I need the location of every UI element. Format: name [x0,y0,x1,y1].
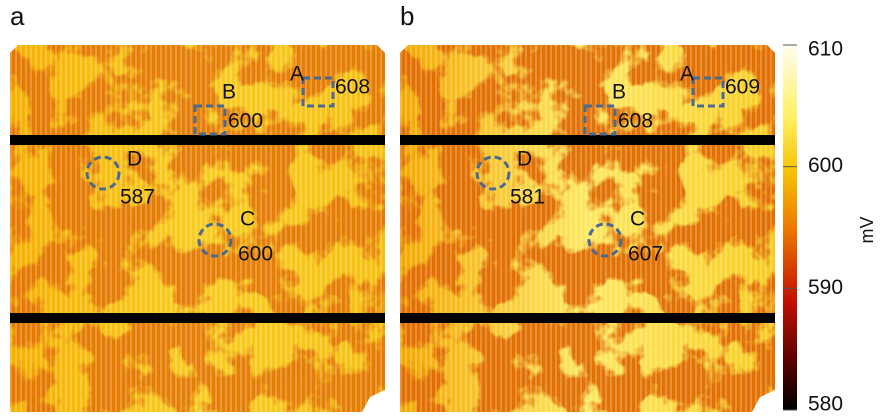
busbar [400,135,775,145]
region-name: B [612,81,626,104]
region-name: A [680,63,694,86]
region-value: 608 [618,110,653,133]
region-marker [197,222,233,258]
panel: A 609 B 608 D 581 C 607 [400,45,775,412]
tick-label: 610 [808,38,843,61]
region-name: C [630,208,645,231]
region-marker [301,76,335,108]
region-value: 600 [238,243,273,266]
region-marker [193,104,227,136]
panel-label: a [10,1,25,31]
region-value: 587 [120,186,155,209]
tick-label: 580 [808,393,843,416]
colorbar-gradient [783,45,797,410]
colorbar: 610 600 590 580 mV [783,38,877,416]
region-marker [583,104,617,136]
region-marker [85,155,121,191]
region-marker [691,76,725,108]
tick-label: 590 [808,276,843,299]
region-value: 600 [228,110,263,133]
region-name: B [222,81,236,104]
region-value: 609 [725,76,760,99]
region-name: D [517,148,532,171]
busbar [400,313,775,323]
region-value: 608 [335,76,370,99]
panels: A 608 B 600 D 587 C 600 A 609 B 608 D 581 C 607 [10,45,775,412]
tick-label: 600 [808,154,843,177]
busbar [10,135,385,145]
region-marker [587,222,623,258]
region-value: 607 [628,243,663,266]
panel-label: b [400,1,414,31]
region-name: A [290,63,304,86]
colorbar-label: mV [857,217,877,244]
pl-map [400,45,775,412]
panel: A 608 B 600 D 587 C 600 [10,45,385,412]
busbar [10,313,385,323]
region-marker [475,155,511,191]
region-value: 581 [510,186,545,209]
pl-map [10,45,385,412]
region-name: C [240,208,255,231]
map-fingers [400,45,775,412]
region-name: D [127,148,142,171]
map-fingers [10,45,385,412]
